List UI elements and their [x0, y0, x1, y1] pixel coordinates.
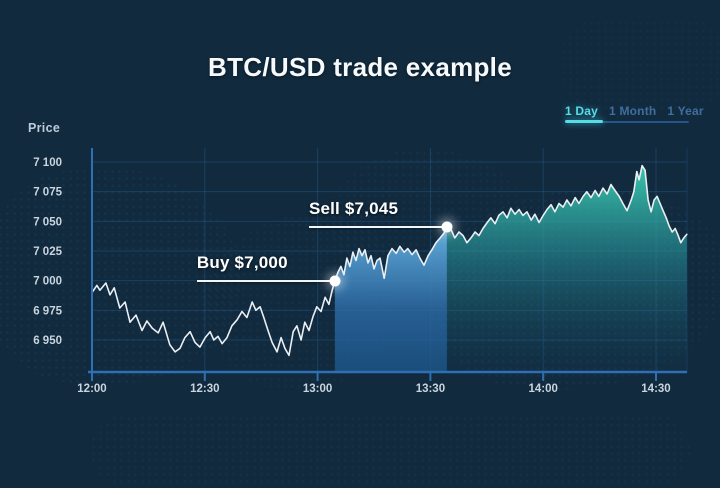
y-tick-label: 7 075	[33, 187, 62, 199]
y-tick-label: 7 050	[33, 216, 62, 228]
tabs-underline-track	[565, 121, 689, 123]
tab-1-day[interactable]: 1 Day	[565, 104, 599, 118]
area-fill-after-sell	[446, 165, 687, 372]
y-tick-label: 7 000	[33, 276, 62, 288]
map-dots-south	[90, 415, 690, 485]
x-tick-label: 12:00	[77, 383, 106, 395]
buy-point-dot	[329, 275, 341, 287]
price-line	[91, 164, 688, 357]
buy-annotation-line	[196, 279, 331, 282]
y-tick-label: 7 100	[33, 157, 62, 169]
y-tick-label: 6 975	[33, 305, 62, 317]
sell-point-dot	[441, 221, 453, 233]
tabs-row: 1 Day 1 Month 1 Year	[565, 104, 704, 118]
y-tick-label: 6 950	[33, 335, 62, 347]
sell-annotation-label: Sell $7,045	[308, 199, 399, 219]
time-range-tabs: 1 Day 1 Month 1 Year	[565, 104, 704, 126]
y-tick-label: 7 025	[33, 246, 62, 258]
tab-1-month[interactable]: 1 Month	[609, 104, 657, 118]
x-tick-label: 13:30	[416, 383, 445, 395]
page-title: BTC/USD trade example	[208, 52, 512, 82]
tabs-active-underline	[565, 120, 603, 123]
sell-annotation-line	[308, 226, 443, 229]
x-tick-label: 14:30	[641, 383, 670, 395]
area-fill-holding-period	[334, 227, 447, 372]
x-tick-label: 12:30	[190, 383, 219, 395]
x-tick-label: 13:00	[303, 383, 332, 395]
buy-annotation-label: Buy $7,000	[196, 252, 288, 272]
tab-1-year[interactable]: 1 Year	[667, 104, 704, 118]
price-axis-title: Price	[28, 121, 61, 135]
map-dots-north	[560, 20, 720, 110]
x-tick-label: 14:00	[528, 383, 557, 395]
